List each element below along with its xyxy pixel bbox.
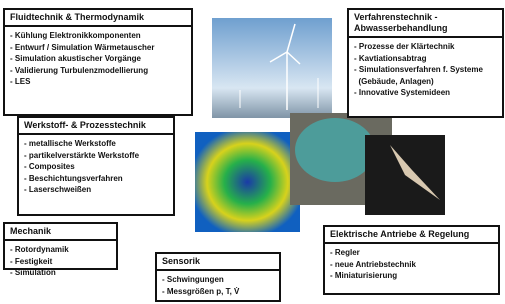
topic-item: - Prozesse der Klärtechnik <box>349 41 502 53</box>
title-line: Fluidtechnik & Thermodynamik <box>10 12 186 23</box>
topic-item: - Schwingungen <box>157 274 279 286</box>
topic-box: Werkstoff- & Prozesstechnik - metallische… <box>17 116 175 216</box>
topic-list: - Schwingungen- Messgrößen p, T, V̇ <box>157 271 279 297</box>
topic-item: - Composites <box>19 161 173 173</box>
title-line: Sensorik <box>162 256 274 267</box>
topic-item: - Festigkeit <box>5 256 116 268</box>
topic-item: - Entwurf / Simulation Wärmetauscher <box>5 42 191 54</box>
topic-item: - Laserschweißen <box>19 184 173 196</box>
slide: Fluidtechnik & Thermodynamik - Kühlung El… <box>0 0 505 304</box>
title-line: Verfahrenstechnik - <box>354 12 497 23</box>
topic-box: Elektrische Antriebe & Regelung- Regler-… <box>323 225 500 295</box>
title-line: Mechanik <box>10 226 111 237</box>
topic-item: - neue Antriebstechnik <box>325 259 498 271</box>
topic-item: - Simulation <box>5 267 116 279</box>
topic-title: Elektrische Antriebe & Regelung <box>325 227 498 244</box>
title-line: Elektrische Antriebe & Regelung <box>330 229 493 240</box>
topic-item: - Simulation akustischer Vorgänge <box>5 53 191 65</box>
topic-box: Mechanik- Rotordynamik- Festigkeit- Simu… <box>3 222 118 270</box>
topic-item: - partikelverstärkte Werkstoffe <box>19 150 173 162</box>
topic-item: - Regler <box>325 247 498 259</box>
topic-list: - Rotordynamik- Festigkeit- Simulation <box>5 241 116 279</box>
topic-list: - metallische Werkstoffe- partikelverstä… <box>19 135 173 196</box>
topic-list: - Regler- neue Antriebstechnik- Miniatur… <box>325 244 498 282</box>
topic-box: Sensorik - Schwingungen- Messgrößen p, T,… <box>155 252 281 302</box>
title-line: Abwasserbehandlung <box>354 23 497 34</box>
title-line: Werkstoff- & Prozesstechnik <box>24 120 168 131</box>
topic-item: - Miniaturisierung <box>325 270 498 282</box>
topic-item: - Beschichtungsverfahren <box>19 173 173 185</box>
topic-item: - Messgrößen p, T, V̇ <box>157 286 279 298</box>
topic-box: Verfahrenstechnik -Abwasserbehandlung- P… <box>347 8 504 118</box>
topic-title: Verfahrenstechnik -Abwasserbehandlung <box>349 10 502 38</box>
topic-item: - LES <box>5 76 191 88</box>
topic-title: Mechanik <box>5 224 116 241</box>
topic-item: (Gebäude, Anlagen) <box>349 76 502 88</box>
topic-title: Sensorik <box>157 254 279 271</box>
topic-item: - Innovative Systemideen <box>349 87 502 99</box>
topic-item: - metallische Werkstoffe <box>19 138 173 150</box>
pump <box>295 118 375 182</box>
topic-list: - Kühlung Elektronikkomponenten- Entwurf… <box>5 27 191 88</box>
wind-photo <box>212 18 332 118</box>
topic-item: - Kavtiationsabtrag <box>349 53 502 65</box>
topic-title: Fluidtechnik & Thermodynamik <box>5 10 191 27</box>
topic-item: - Simulationsverfahren f. Systeme <box>349 64 502 76</box>
topic-item: - Validierung Turbulenzmodellierung <box>5 65 191 77</box>
cfd-image <box>195 132 300 232</box>
topic-title: Werkstoff- & Prozesstechnik <box>19 118 173 135</box>
topic-item: - Rotordynamik <box>5 244 116 256</box>
topic-list: - Prozesse der Klärtechnik- Kavtiationsa… <box>349 38 502 99</box>
topic-item: - Kühlung Elektronikkomponenten <box>5 30 191 42</box>
topic-box: Fluidtechnik & Thermodynamik - Kühlung El… <box>3 8 193 116</box>
